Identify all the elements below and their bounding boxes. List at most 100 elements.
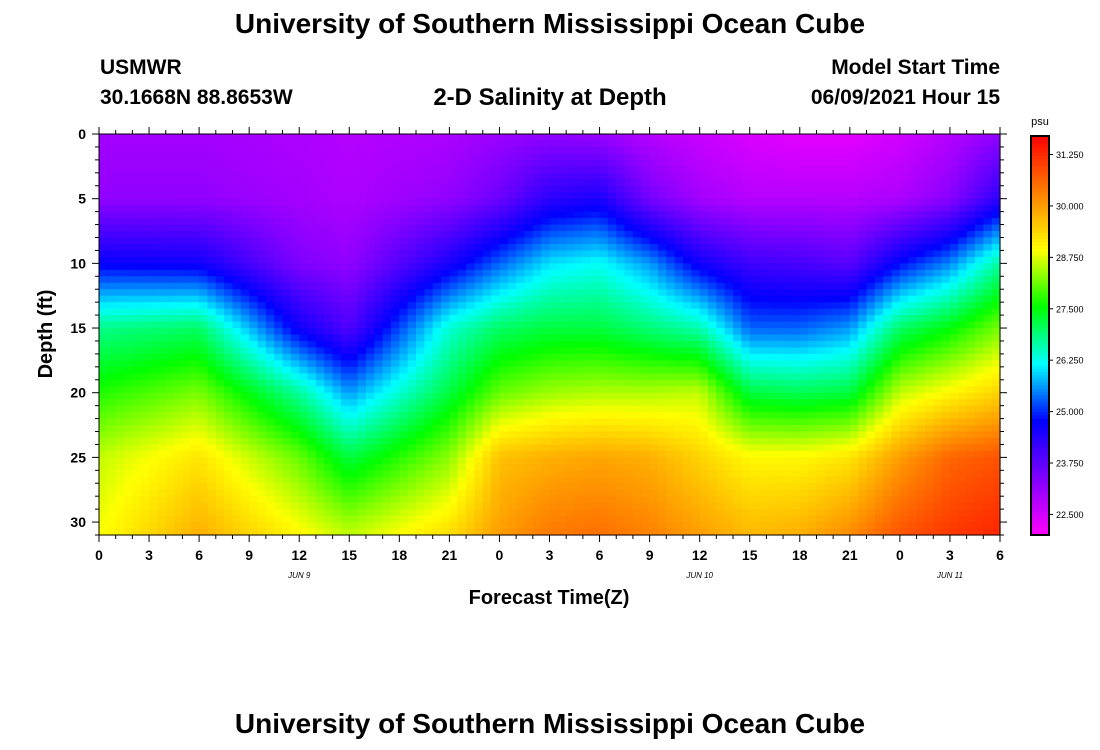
heatmap-cell bbox=[282, 198, 292, 206]
heatmap-cell bbox=[691, 476, 701, 484]
heatmap-cell bbox=[699, 218, 709, 226]
heatmap-cell bbox=[491, 522, 501, 530]
heatmap-cell bbox=[574, 321, 584, 329]
heatmap-cell bbox=[182, 328, 192, 336]
heatmap-cell bbox=[357, 282, 367, 290]
heatmap-cell bbox=[524, 457, 534, 465]
heatmap-cell bbox=[340, 509, 350, 517]
heatmap-cell bbox=[149, 457, 158, 465]
heatmap-cell bbox=[441, 489, 450, 497]
heatmap-cell bbox=[357, 334, 367, 342]
heatmap-cell bbox=[249, 437, 259, 446]
heatmap-cell bbox=[474, 399, 484, 407]
heatmap-cell bbox=[357, 450, 367, 458]
heatmap-cell bbox=[257, 522, 267, 530]
heatmap-cell bbox=[491, 308, 501, 316]
heatmap-cell bbox=[699, 470, 709, 478]
heatmap-cell bbox=[99, 321, 108, 329]
heatmap-cell bbox=[432, 431, 442, 439]
heatmap-cell bbox=[307, 489, 317, 497]
heatmap-cell bbox=[315, 237, 325, 245]
heatmap-cell bbox=[374, 179, 384, 187]
heatmap-cell bbox=[224, 425, 234, 433]
heatmap-cell bbox=[257, 418, 267, 426]
heatmap-cell bbox=[232, 528, 242, 536]
heatmap-cell bbox=[624, 185, 634, 193]
heatmap-cell bbox=[274, 315, 284, 323]
heatmap-cell bbox=[524, 250, 534, 258]
heatmap-cell bbox=[716, 470, 726, 478]
heatmap-cell bbox=[382, 218, 392, 226]
heatmap-cell bbox=[482, 192, 492, 200]
heatmap-cell bbox=[582, 295, 592, 303]
heatmap-cell bbox=[541, 243, 551, 252]
heatmap-cell bbox=[240, 192, 250, 200]
heatmap-cell bbox=[299, 256, 309, 264]
heatmap-cell bbox=[591, 437, 601, 446]
heatmap-cell bbox=[641, 172, 651, 180]
heatmap-cell bbox=[549, 243, 559, 252]
heatmap-cell bbox=[107, 450, 117, 458]
heatmap-cell bbox=[240, 243, 250, 252]
heatmap-cell bbox=[215, 509, 225, 517]
heatmap-cell bbox=[699, 437, 709, 446]
heatmap-cell bbox=[299, 340, 309, 349]
heatmap-cell bbox=[290, 192, 300, 200]
heatmap-cell bbox=[741, 321, 751, 329]
heatmap-cell bbox=[282, 450, 292, 458]
heatmap-cell bbox=[532, 256, 542, 264]
heatmap-cell bbox=[107, 146, 117, 155]
heatmap-cell bbox=[674, 315, 684, 323]
heatmap-cell bbox=[674, 340, 684, 349]
heatmap-cell bbox=[491, 256, 501, 264]
heatmap-cell bbox=[649, 418, 659, 426]
heatmap-cell bbox=[299, 509, 309, 517]
heatmap-cell bbox=[416, 457, 425, 465]
heatmap-cell bbox=[708, 431, 717, 439]
heatmap-cell bbox=[507, 457, 517, 465]
heatmap-cell bbox=[657, 334, 667, 342]
heatmap-cell bbox=[582, 166, 592, 174]
heatmap-cell bbox=[190, 192, 200, 200]
heatmap-cell bbox=[207, 509, 217, 517]
heatmap-cell bbox=[274, 159, 284, 167]
heatmap-cell bbox=[582, 489, 592, 497]
heatmap-cell bbox=[399, 353, 409, 361]
heatmap-cell bbox=[666, 405, 676, 413]
heatmap-cell bbox=[599, 282, 609, 290]
heatmap-cell bbox=[682, 282, 692, 290]
heatmap-cell bbox=[157, 243, 167, 252]
heatmap-cell bbox=[599, 328, 609, 336]
heatmap-cell bbox=[699, 321, 709, 329]
heatmap-cell bbox=[582, 302, 592, 310]
heatmap-cell bbox=[657, 353, 667, 361]
heatmap-cell bbox=[332, 386, 342, 394]
heatmap-cell bbox=[674, 179, 684, 187]
heatmap-cell bbox=[407, 502, 417, 510]
heatmap-cell bbox=[499, 134, 509, 142]
heatmap-cell bbox=[599, 515, 609, 523]
heatmap-cell bbox=[449, 366, 459, 374]
heatmap-cell bbox=[499, 289, 509, 297]
heatmap-cell bbox=[441, 399, 450, 407]
heatmap-cell bbox=[766, 172, 776, 180]
heatmap-cell bbox=[340, 315, 350, 323]
heatmap-cell bbox=[374, 463, 384, 471]
heatmap-cell bbox=[641, 437, 651, 446]
heatmap-cell bbox=[249, 276, 259, 284]
heatmap-cell bbox=[724, 353, 734, 361]
heatmap-cell bbox=[749, 509, 759, 517]
heatmap-cell bbox=[591, 502, 601, 510]
heatmap-cell bbox=[466, 366, 476, 374]
heatmap-cell bbox=[199, 134, 209, 142]
heatmap-cell bbox=[591, 315, 601, 323]
heatmap-cell bbox=[666, 315, 676, 323]
heatmap-cell bbox=[499, 231, 509, 239]
heatmap-cell bbox=[749, 231, 759, 239]
heatmap-cell bbox=[349, 496, 359, 504]
heatmap-cell bbox=[299, 334, 309, 342]
heatmap-cell bbox=[232, 405, 242, 413]
heatmap-cell bbox=[699, 509, 709, 517]
heatmap-cell bbox=[516, 224, 526, 232]
heatmap-cell bbox=[499, 405, 509, 413]
